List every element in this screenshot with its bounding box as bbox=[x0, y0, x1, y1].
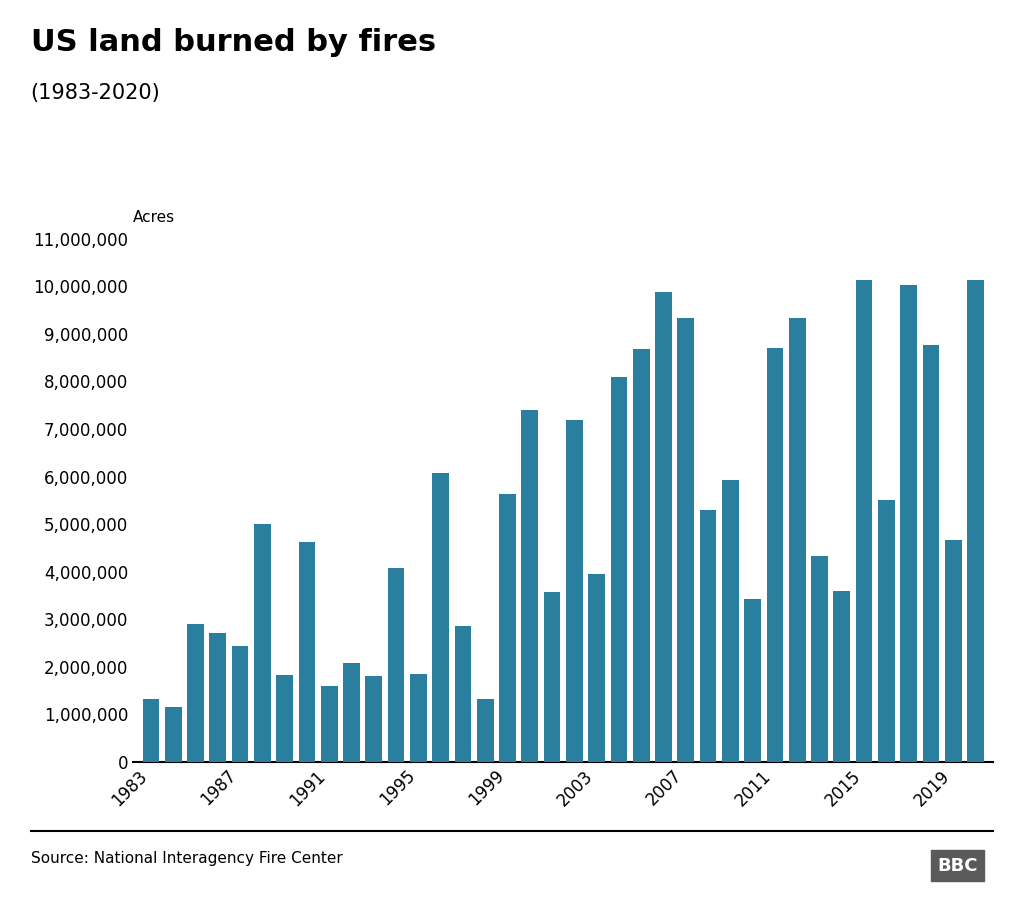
Bar bbox=[566, 420, 583, 762]
Bar bbox=[856, 280, 872, 762]
Bar bbox=[655, 292, 672, 762]
Text: Source: National Interagency Fire Center: Source: National Interagency Fire Center bbox=[31, 851, 342, 866]
Bar bbox=[343, 664, 359, 762]
Bar bbox=[142, 699, 160, 762]
Bar bbox=[878, 499, 895, 762]
Bar bbox=[432, 474, 449, 762]
Bar bbox=[499, 494, 516, 762]
Bar bbox=[767, 348, 783, 762]
Bar bbox=[187, 624, 204, 762]
Bar bbox=[945, 540, 962, 762]
Bar bbox=[588, 574, 605, 762]
Bar bbox=[276, 675, 293, 762]
Bar bbox=[231, 645, 249, 762]
Bar bbox=[699, 510, 717, 762]
Bar bbox=[521, 410, 539, 762]
Bar bbox=[788, 319, 806, 762]
Bar bbox=[923, 345, 939, 762]
Bar bbox=[254, 523, 270, 762]
Bar bbox=[210, 633, 226, 762]
Bar bbox=[321, 686, 338, 762]
Bar bbox=[544, 592, 560, 762]
Bar bbox=[610, 376, 628, 762]
Bar bbox=[633, 349, 649, 762]
Bar bbox=[678, 319, 694, 762]
Text: (1983-2020): (1983-2020) bbox=[31, 83, 161, 103]
Bar bbox=[165, 707, 181, 762]
Bar bbox=[834, 591, 850, 762]
Bar bbox=[744, 599, 761, 762]
Bar bbox=[410, 675, 427, 762]
Text: BBC: BBC bbox=[937, 856, 978, 875]
Bar bbox=[900, 285, 916, 762]
Bar bbox=[455, 626, 471, 762]
Bar bbox=[299, 543, 315, 762]
Text: Acres: Acres bbox=[133, 210, 175, 225]
Bar bbox=[388, 568, 404, 762]
Bar bbox=[477, 699, 494, 762]
Bar bbox=[722, 480, 738, 762]
Bar bbox=[811, 556, 827, 762]
Bar bbox=[967, 280, 984, 762]
Bar bbox=[366, 677, 382, 762]
Text: US land burned by fires: US land burned by fires bbox=[31, 28, 436, 57]
